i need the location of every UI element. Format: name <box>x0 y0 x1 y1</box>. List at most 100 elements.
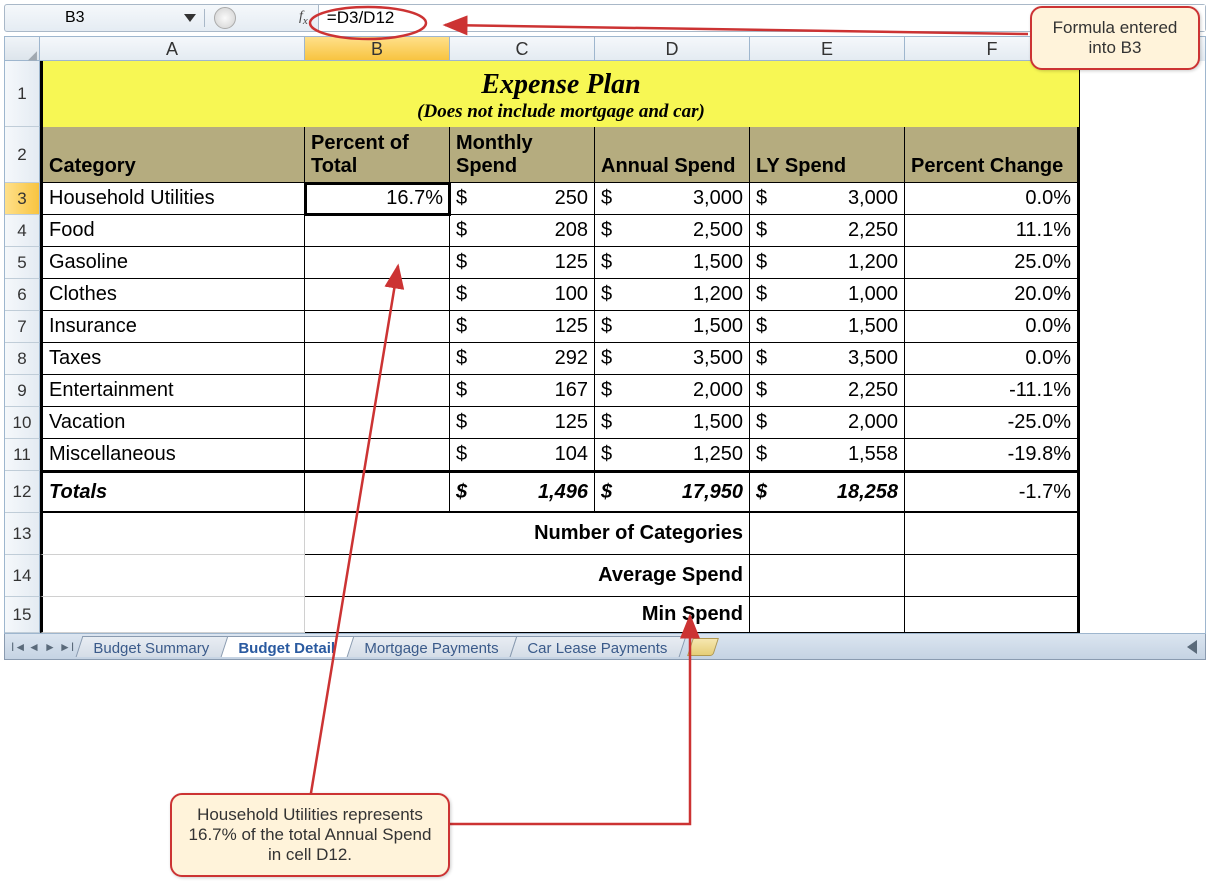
row-head-15[interactable]: 15 <box>5 597 40 633</box>
cell-D8[interactable]: $3,500 <box>595 343 750 375</box>
row-head-14[interactable]: 14 <box>5 555 40 597</box>
cell-C4[interactable]: $208 <box>450 215 595 247</box>
tab-nav-first-icon[interactable]: I◄ <box>11 640 25 654</box>
cell-B9[interactable] <box>305 375 450 407</box>
col-head-B[interactable]: B <box>305 37 450 61</box>
new-sheet-button[interactable] <box>687 638 719 656</box>
cell-D11[interactable]: $1,250 <box>595 439 750 471</box>
row-head-12[interactable]: 12 <box>5 471 40 513</box>
cell-F12[interactable]: -1.7% <box>905 471 1080 513</box>
cell-F7[interactable]: 0.0% <box>905 311 1080 343</box>
sheet-tab-budget-summary[interactable]: Budget Summary <box>76 636 229 657</box>
cell-A5[interactable]: Gasoline <box>40 247 305 279</box>
cell-E4[interactable]: $2,250 <box>750 215 905 247</box>
cell-D12[interactable]: $17,950 <box>595 471 750 513</box>
cell-B8[interactable] <box>305 343 450 375</box>
cell-C9[interactable]: $167 <box>450 375 595 407</box>
cell-A8[interactable]: Taxes <box>40 343 305 375</box>
cell-C7[interactable]: $125 <box>450 311 595 343</box>
cell-C3[interactable]: $250 <box>450 183 595 215</box>
cell-F14[interactable] <box>905 555 1080 597</box>
col-head-C[interactable]: C <box>450 37 595 61</box>
row-head-13[interactable]: 13 <box>5 513 40 555</box>
cell-B12[interactable] <box>305 471 450 513</box>
col-head-E[interactable]: E <box>750 37 905 61</box>
row-head-10[interactable]: 10 <box>5 407 40 439</box>
summary-label-13[interactable]: Number of Categories <box>305 513 750 555</box>
cell-C6[interactable]: $100 <box>450 279 595 311</box>
cell-F6[interactable]: 20.0% <box>905 279 1080 311</box>
cell-F11[interactable]: -19.8% <box>905 439 1080 471</box>
row-head-7[interactable]: 7 <box>5 311 40 343</box>
cell-A6[interactable]: Clothes <box>40 279 305 311</box>
cell-F8[interactable]: 0.0% <box>905 343 1080 375</box>
name-box[interactable]: B3 <box>5 9 205 27</box>
cell-B7[interactable] <box>305 311 450 343</box>
scroll-left-icon[interactable] <box>1187 640 1197 654</box>
header-E[interactable]: LY Spend <box>750 127 905 183</box>
col-head-D[interactable]: D <box>595 37 750 61</box>
cell-F5[interactable]: 25.0% <box>905 247 1080 279</box>
cell-D6[interactable]: $1,200 <box>595 279 750 311</box>
cell-B5[interactable] <box>305 247 450 279</box>
cell-D9[interactable]: $2,000 <box>595 375 750 407</box>
row-head-2[interactable]: 2 <box>5 127 40 183</box>
cell-E5[interactable]: $1,200 <box>750 247 905 279</box>
row-head-11[interactable]: 11 <box>5 439 40 471</box>
row-head-5[interactable]: 5 <box>5 247 40 279</box>
cell-F15[interactable] <box>905 597 1080 633</box>
row-head-8[interactable]: 8 <box>5 343 40 375</box>
cell-A12[interactable]: Totals <box>40 471 305 513</box>
cell-E10[interactable]: $2,000 <box>750 407 905 439</box>
summary-label-15[interactable]: Min Spend <box>305 597 750 633</box>
horizontal-scroll[interactable] <box>1187 640 1205 654</box>
cell-D4[interactable]: $2,500 <box>595 215 750 247</box>
cell-B10[interactable] <box>305 407 450 439</box>
sheet-tab-mortgage-payments[interactable]: Mortgage Payments <box>346 636 517 657</box>
cell-F13[interactable] <box>905 513 1080 555</box>
cell-A10[interactable]: Vacation <box>40 407 305 439</box>
cell-E15[interactable] <box>750 597 905 633</box>
cell-E7[interactable]: $1,500 <box>750 311 905 343</box>
cell-A13[interactable] <box>40 513 305 555</box>
col-head-A[interactable]: A <box>40 37 305 61</box>
cell-B11[interactable] <box>305 439 450 471</box>
cells-area[interactable]: Expense Plan(Does not include mortgage a… <box>40 61 1205 633</box>
cell-F10[interactable]: -25.0% <box>905 407 1080 439</box>
header-C[interactable]: Monthly Spend <box>450 127 595 183</box>
row-head-4[interactable]: 4 <box>5 215 40 247</box>
cell-D5[interactable]: $1,500 <box>595 247 750 279</box>
header-D[interactable]: Annual Spend <box>595 127 750 183</box>
sheet-tab-budget-detail[interactable]: Budget Detail <box>220 636 354 657</box>
cell-B3[interactable]: 16.7% <box>305 183 450 215</box>
cell-C11[interactable]: $104 <box>450 439 595 471</box>
cell-C8[interactable]: $292 <box>450 343 595 375</box>
row-head-6[interactable]: 6 <box>5 279 40 311</box>
cell-A9[interactable]: Entertainment <box>40 375 305 407</box>
cancel-button[interactable] <box>214 7 236 29</box>
cell-A3[interactable]: Household Utilities <box>40 183 305 215</box>
header-F[interactable]: Percent Change <box>905 127 1080 183</box>
cell-C10[interactable]: $125 <box>450 407 595 439</box>
cell-E9[interactable]: $2,250 <box>750 375 905 407</box>
cell-D10[interactable]: $1,500 <box>595 407 750 439</box>
cell-E6[interactable]: $1,000 <box>750 279 905 311</box>
cell-E14[interactable] <box>750 555 905 597</box>
cell-E8[interactable]: $3,500 <box>750 343 905 375</box>
row-head-1[interactable]: 1 <box>5 61 40 127</box>
cell-C12[interactable]: $1,496 <box>450 471 595 513</box>
header-B[interactable]: Percent of Total <box>305 127 450 183</box>
title-cell[interactable]: Expense Plan(Does not include mortgage a… <box>40 61 1080 127</box>
summary-label-14[interactable]: Average Spend <box>305 555 750 597</box>
tab-nav-next-icon[interactable]: ► <box>43 640 57 654</box>
cell-E11[interactable]: $1,558 <box>750 439 905 471</box>
cell-E13[interactable] <box>750 513 905 555</box>
cell-D7[interactable]: $1,500 <box>595 311 750 343</box>
cell-A14[interactable] <box>40 555 305 597</box>
header-A[interactable]: Category <box>40 127 305 183</box>
cell-D3[interactable]: $3,000 <box>595 183 750 215</box>
cell-C5[interactable]: $125 <box>450 247 595 279</box>
cell-E3[interactable]: $3,000 <box>750 183 905 215</box>
cell-B4[interactable] <box>305 215 450 247</box>
cell-A15[interactable] <box>40 597 305 633</box>
